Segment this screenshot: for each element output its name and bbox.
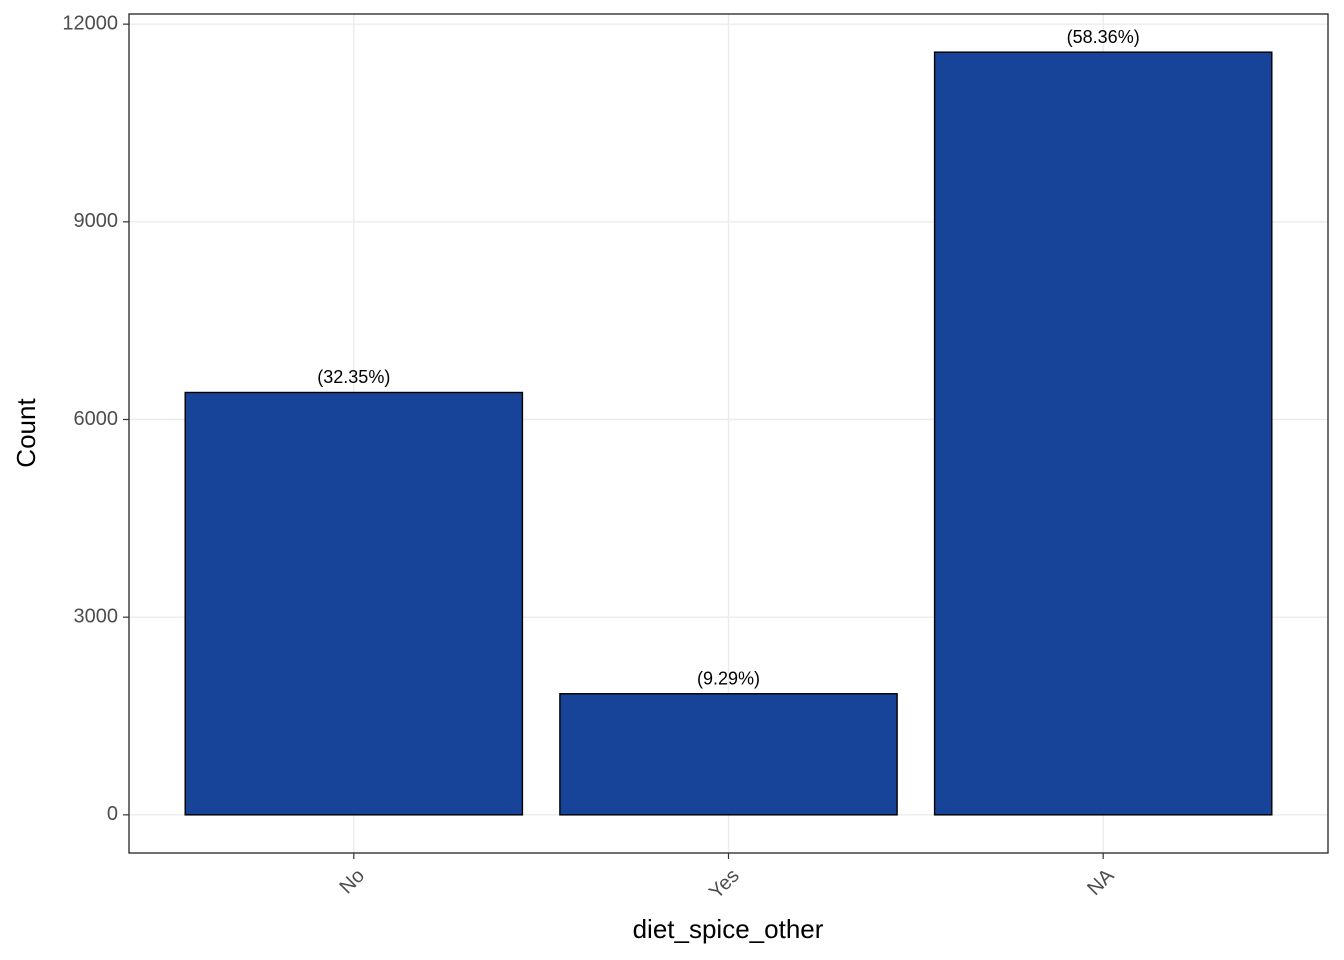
- y-tick-label: 0: [107, 803, 118, 825]
- bar-label: (58.36%): [1067, 27, 1140, 47]
- y-tick-label: 3000: [74, 605, 119, 627]
- bar: [933, 51, 1273, 816]
- x-axis-title: diet_spice_other: [633, 914, 824, 944]
- bar-label: (9.29%): [697, 668, 760, 688]
- panel-border: [128, 13, 1329, 854]
- bar-label: (32.35%): [317, 367, 390, 387]
- y-tick-label: 9000: [74, 210, 119, 232]
- y-tick-label: 12000: [62, 12, 118, 34]
- y-tick-label: 6000: [74, 408, 119, 430]
- bar: [559, 693, 898, 816]
- y-axis-title: Count: [11, 398, 41, 468]
- bar: [184, 391, 524, 816]
